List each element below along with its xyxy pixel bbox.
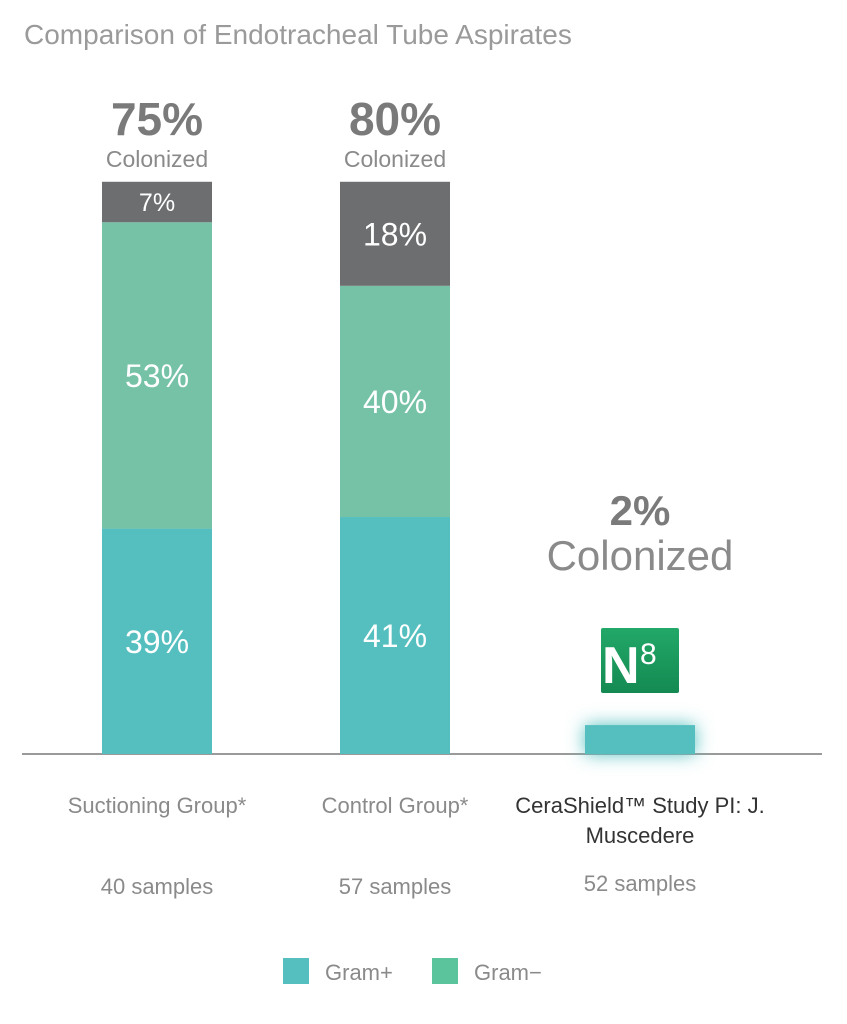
total-label: 80%	[349, 93, 441, 145]
logo	[601, 628, 679, 693]
total-caption: Colonized	[547, 532, 734, 579]
bar-segment	[102, 222, 212, 529]
category-label: CeraShield™ Study PI: J. Muscedere	[515, 793, 765, 848]
value-label: 53%	[125, 358, 189, 394]
value-label: 40%	[363, 384, 427, 420]
bar-segment	[340, 181, 450, 286]
sample-label: 52 samples	[584, 871, 697, 896]
logo-superscript: 8	[640, 638, 657, 671]
bar-segment	[102, 528, 212, 754]
total-label: 75%	[111, 93, 203, 145]
legend-swatch	[432, 958, 458, 984]
legend-label: Gram+	[325, 960, 393, 985]
bar-segment	[340, 285, 450, 518]
total-caption: Colonized	[344, 146, 446, 172]
value-label: 18%	[363, 216, 427, 252]
chart-title: Comparison of Endotracheal Tube Aspirate…	[24, 19, 572, 50]
bar-segment	[340, 517, 450, 754]
total-label: 2%	[610, 487, 671, 534]
bar-segment	[102, 181, 212, 223]
legend-label: Gram−	[474, 960, 542, 985]
value-label: 39%	[125, 624, 189, 660]
sample-label: 40 samples	[101, 874, 214, 899]
legend-swatch	[283, 958, 309, 984]
sample-label: 57 samples	[339, 874, 452, 899]
value-label: 41%	[363, 618, 427, 654]
value-label: 7%	[139, 189, 175, 217]
total-caption: Colonized	[106, 146, 208, 172]
logo-letter: N	[602, 637, 640, 695]
category-label: Control Group*	[321, 793, 469, 818]
bar-segment	[585, 725, 695, 754]
category-label: Suctioning Group*	[67, 793, 247, 818]
